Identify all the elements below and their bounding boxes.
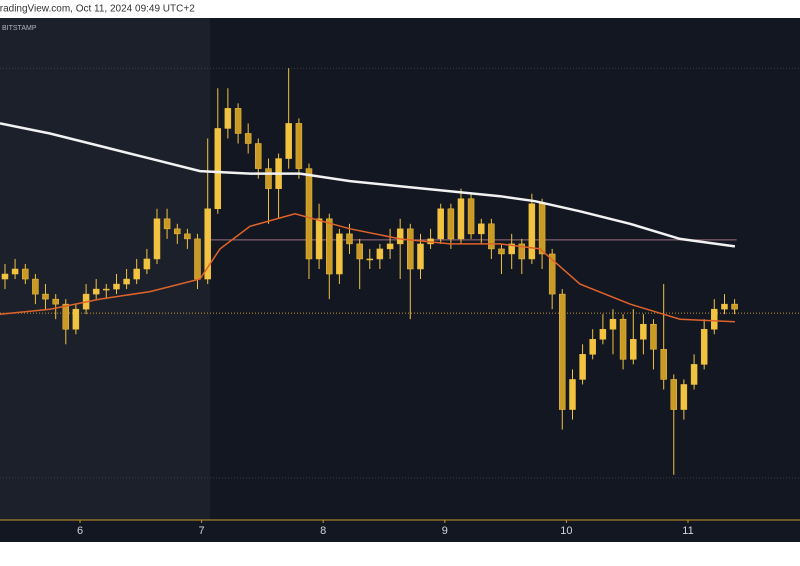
candle-body [103, 288, 110, 291]
time-axis [0, 520, 800, 542]
candle-body [184, 233, 191, 240]
candle-body [153, 218, 161, 260]
session-shade [0, 18, 210, 520]
candle-body [579, 354, 586, 380]
candle-body [133, 268, 140, 280]
candle-body [52, 298, 59, 305]
candle-body [72, 308, 80, 330]
candle-body [457, 198, 465, 240]
candle-body [528, 203, 536, 260]
candle-body [22, 268, 29, 280]
candle-body [143, 258, 151, 270]
x-tick-label: 8 [320, 525, 326, 537]
bottom-bar [0, 542, 800, 566]
candle-body [265, 168, 272, 189]
candle-body [376, 248, 384, 260]
candle-body [690, 364, 698, 385]
candle-body [650, 323, 657, 350]
candle-body [589, 339, 596, 355]
top-bar [0, 0, 800, 18]
candle-body [224, 108, 232, 129]
candle-body [630, 339, 637, 360]
candle-body [569, 379, 576, 410]
candle-body [113, 283, 120, 290]
candle-body [204, 208, 211, 280]
candle-body [731, 303, 738, 310]
candle-body [599, 328, 607, 340]
candle-body [123, 278, 130, 285]
candle-body [498, 248, 505, 255]
candle-body [356, 243, 363, 260]
candle-body [407, 228, 414, 270]
exchange-label: BITSTAMP [2, 25, 37, 32]
candle-body [11, 268, 19, 275]
candle-body [640, 323, 647, 340]
candle-body [163, 218, 171, 230]
x-tick-label: 9 [442, 525, 448, 537]
candle-body [447, 208, 455, 240]
candle-body [488, 223, 495, 250]
candle-body [660, 349, 667, 380]
candle-body [305, 168, 313, 260]
candle-body [437, 208, 444, 240]
candle-body [417, 243, 424, 270]
candle-body [467, 198, 475, 235]
candle-body [194, 238, 201, 280]
candle-body [255, 143, 262, 169]
x-tick-label: 10 [560, 525, 572, 537]
x-tick-label: 6 [77, 525, 83, 537]
candle-body [508, 243, 515, 255]
candle-body [244, 133, 252, 144]
candle-body [295, 123, 303, 169]
candle-body [670, 379, 678, 410]
candle-body [680, 384, 688, 410]
candle-body [336, 233, 343, 275]
source-label: TradingView.com, Oct 11, 2024 09:49 UTC+… [0, 4, 195, 15]
candle-body [366, 258, 374, 261]
candle-body [315, 218, 323, 260]
candle-body [711, 308, 718, 330]
candle-body [326, 218, 333, 275]
candle-body [285, 123, 292, 159]
candle-body [174, 228, 181, 235]
candle-body [396, 228, 404, 245]
candle-body [346, 233, 353, 245]
candle-body [609, 318, 617, 330]
x-tick-label: 11 [682, 525, 693, 537]
candle-body [386, 243, 394, 250]
moving-average [0, 122, 736, 248]
candle-body [518, 243, 526, 260]
candle-body [721, 303, 728, 310]
x-tick-label: 7 [199, 525, 205, 537]
candle-body [32, 278, 39, 295]
candle-body [92, 288, 100, 295]
candle-body [42, 293, 49, 300]
candle-body [548, 253, 556, 295]
moving-average [0, 213, 735, 323]
candle-body [62, 303, 70, 330]
candle-body [559, 293, 566, 410]
candle-body [478, 223, 485, 235]
candle-body [214, 128, 222, 210]
candle-body [538, 203, 546, 255]
candle-body [700, 328, 708, 365]
candle-body [619, 318, 627, 360]
candle-body [1, 273, 9, 280]
candle-body [234, 108, 242, 134]
